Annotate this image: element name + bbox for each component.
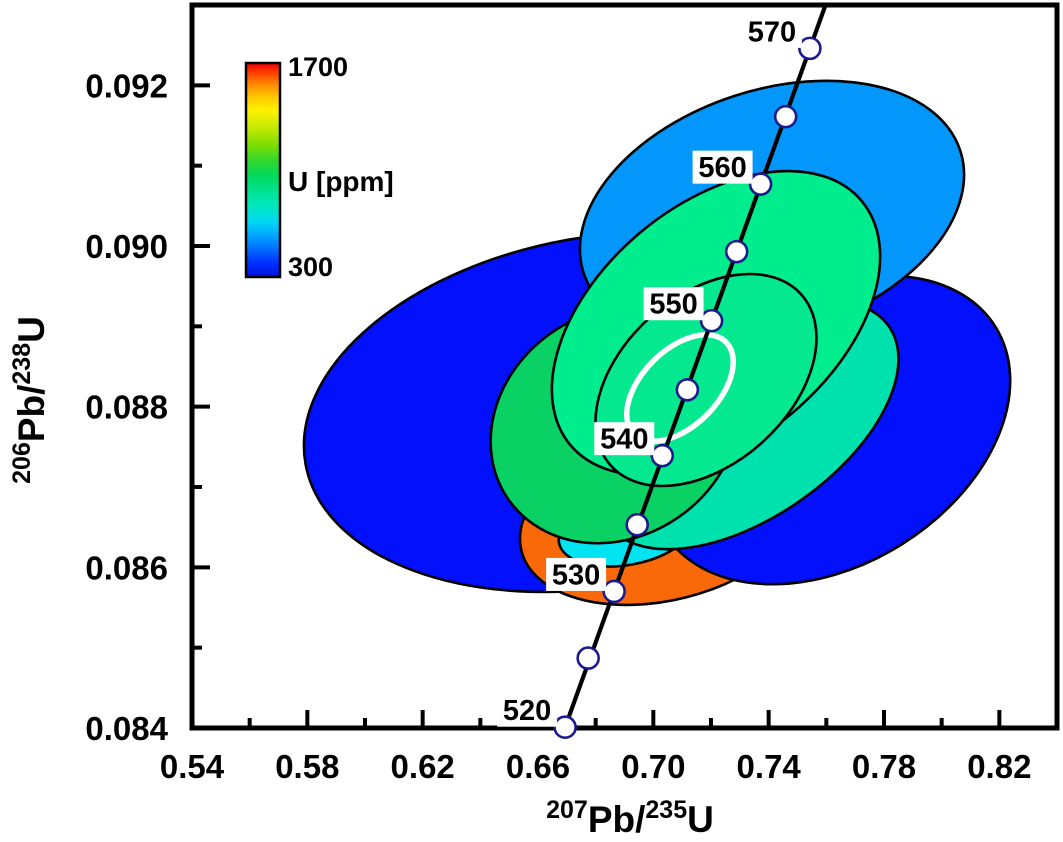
age-label-540: 540: [600, 424, 648, 456]
age-label-box-540: [594, 422, 655, 456]
y-axis-title: 206Pb/238U: [8, 316, 52, 484]
age-marker-520: [553, 715, 577, 739]
age-marker-530: [602, 579, 626, 604]
x-tick-label: 0.82: [967, 748, 1031, 785]
age-marker-555: [724, 239, 749, 264]
y-tick-label: 0.086: [85, 549, 168, 586]
age-marker-535: [625, 512, 649, 537]
age-labels-group: 520 530 540 550 560 570: [497, 14, 802, 727]
age-label-box-520: [497, 693, 558, 727]
age-marker-540: [650, 443, 675, 468]
colorbar-labels: 1700 300 U [ppm]: [288, 52, 394, 282]
age-marker-545: [675, 377, 700, 402]
x-tick-label: 0.74: [737, 748, 802, 785]
age-label-box-570: [741, 14, 802, 48]
y-tick-label: 0.090: [85, 228, 168, 265]
axis-ticks: [190, 83, 1002, 730]
x-tick-label: 0.54: [160, 748, 225, 785]
x-tick-label: 0.62: [391, 748, 455, 785]
age-label-530: 530: [552, 559, 600, 591]
age-label-box-530: [546, 557, 607, 591]
colorbar: [244, 61, 282, 279]
x-axis-title: 207Pb/235U: [546, 796, 714, 840]
age-label-550: 550: [649, 289, 697, 321]
colorbar-min-label: 300: [288, 252, 333, 282]
y-tick-label: 0.088: [85, 389, 168, 426]
age-marker-560: [748, 172, 773, 196]
age-label-560: 560: [698, 152, 746, 184]
age-label-box-560: [692, 150, 753, 184]
age-label-520: 520: [503, 695, 551, 727]
x-tick-label: 0.78: [852, 748, 916, 785]
age-label-570: 570: [748, 16, 796, 48]
x-tick-label: 0.70: [621, 748, 685, 785]
tick-labels: 0.54 0.58 0.62 0.66 0.70 0.74 0.78 0.82 0.084 0.0…: [85, 67, 1031, 785]
x-tick-label: 0.66: [506, 748, 570, 785]
y-tick-label: 0.084: [85, 710, 168, 747]
age-marker-570: [798, 36, 822, 61]
age-label-box-550: [643, 287, 704, 321]
age-marker-550: [699, 308, 724, 333]
plot-frame: [189, 2, 1060, 731]
age-markers-group: [553, 36, 822, 739]
plot-area: [302, 7, 1012, 726]
age-marker-565: [773, 104, 798, 129]
age-marker-525: [576, 646, 600, 670]
x-tick-label: 0.58: [275, 748, 339, 785]
error-ellipses-group: [302, 79, 1012, 607]
colorbar-max-label: 1700: [288, 52, 348, 82]
y-tick-label: 0.092: [85, 67, 168, 104]
colorbar-title: U [ppm]: [288, 166, 394, 197]
